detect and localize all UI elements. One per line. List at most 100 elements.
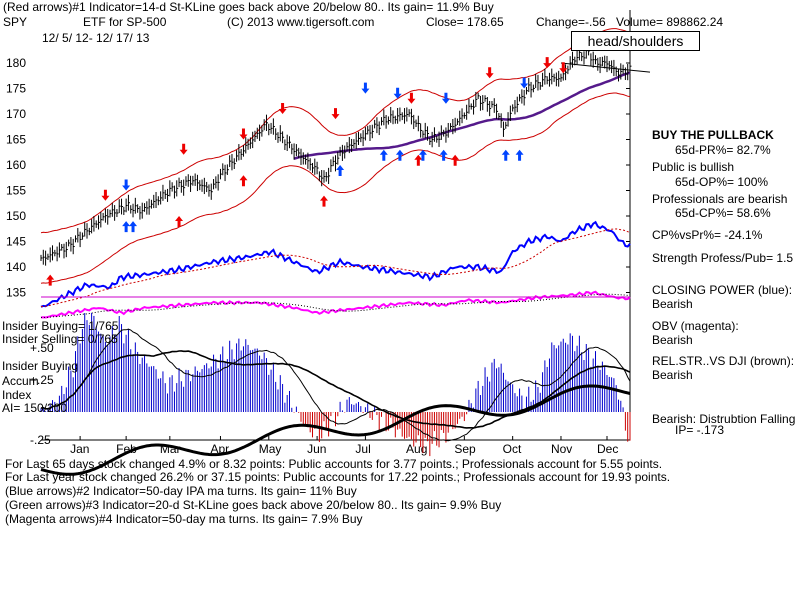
blue-buy-arrow-shape [501,149,510,161]
red-buy-arrow-shape [175,216,184,227]
insider-buying-label: Insider Buying= 1/765 [2,319,119,333]
red-sell-arrow-shape [101,189,110,201]
head-shoulders-annotation: head/shoulders [571,31,700,51]
ip-value-label: IP= -.173 [675,423,725,437]
red-sell-arrow [559,62,568,74]
cp-pct-label: 65d-CP%= 58.6% [675,206,771,220]
red-buy-arrow-shape [414,154,423,166]
red-arrows-indicator-text: (Red arrows)#1 Indicator=14-d St-KLine g… [3,0,494,14]
blue-sell-arrow [361,82,370,94]
ma50-line [293,71,631,160]
lower-band-line [40,92,631,284]
red-sell-arrow-shape [485,67,494,79]
insider-selling-label: Insider Selling= 0/765 [2,332,118,346]
bearish-distribution-label: Bearish: Distrubtion Falling [652,412,796,426]
x-tick-label: Sep [454,442,476,456]
closing-power-ma-line [40,228,631,308]
y-tick-label: 145 [6,235,26,249]
relstr-label: REL.STR..VS DJI (brown): [652,354,795,368]
close-label: Close= 178.65 [426,15,504,29]
closing-power-label: CLOSING POWER (blue): [652,283,793,297]
blue-sell-arrow [520,77,529,89]
red-sell-arrow-shape [543,57,552,69]
copyright-label: (C) 2013 www.tigersoft.com [227,15,375,29]
y-tick-label: 150 [6,209,26,223]
blue-buy-arrow-shape [395,149,404,161]
red-sell-arrow-shape [559,62,568,74]
plus25-label: +.25 [30,373,54,387]
red-buy-arrow-shape [451,154,460,166]
red-buy-arrow [46,274,55,286]
volume-label: Volume= 898862.24 [616,15,724,29]
relstr-value: Bearish [652,368,693,382]
blue-sell-arrow [393,87,402,99]
blue-sell-arrow [122,179,131,191]
x-tick-label: Jun [307,442,326,456]
blue-sell-arrow-shape [122,179,131,191]
x-tick-label: Feb [116,442,137,456]
blue-buy-arrow-shape [122,221,131,233]
upper-band-line [40,28,631,234]
footer-65day-text: For Last 65 days stock changed 4.9% or 8… [5,457,663,471]
closing-power-value: Bearish [652,297,693,311]
obv-ma-line [40,293,631,318]
red-sell-arrow-shape [407,92,416,104]
blue-buy-arrow [439,149,448,161]
red-buy-arrow [414,154,423,166]
strength-label: Strength Profess/Pub= 1.5 [652,251,794,265]
red-sell-arrow-shape [179,143,188,155]
red-buy-arrow-shape [239,175,248,187]
blue-sell-arrow-shape [441,92,450,104]
date-range-label: 12/ 5/ 12- 12/ 17/ 13 [42,31,150,45]
blue-buy-arrow-shape [418,149,427,161]
accum-ma-line [40,328,631,442]
y-tick-label: 140 [6,260,26,274]
blue-arrows-indicator-text: (Blue arrows)#2 Indicator=50-day IPA ma … [5,484,357,498]
y-tick-label: 160 [6,158,26,172]
blue-buy-arrow [379,149,388,161]
blue-sell-arrow-shape [393,87,402,99]
red-sell-arrow-shape [278,103,287,114]
blue-buy-arrow [395,149,404,161]
blue-buy-arrow-shape [439,149,448,161]
blue-buy-arrow [336,165,345,176]
x-tick-label: Nov [551,442,572,456]
red-buy-arrow-shape [319,195,328,207]
blue-sell-arrow-shape [520,77,529,89]
rel-strength-line [40,384,631,476]
blue-buy-arrow-shape [129,221,138,233]
blue-buy-arrow [501,149,510,161]
red-buy-arrow [175,216,184,227]
red-buy-arrow [451,154,460,166]
index-label: Index [2,388,32,402]
obv-value: Bearish [652,333,693,347]
red-sell-arrow-shape [331,108,340,120]
blue-buy-arrow [515,149,524,161]
x-tick-label: Jul [355,442,370,456]
buy-pullback-label: BUY THE PULLBACK [652,128,774,142]
red-buy-arrow [319,195,328,207]
red-sell-arrow [239,128,248,140]
y-tick-label: 170 [6,107,26,121]
red-sell-arrow [543,57,552,69]
y-tick-label: 165 [6,133,26,147]
change-label: Change=-.56 [536,15,606,29]
blue-buy-arrow-shape [336,165,345,176]
obv-line [40,290,631,319]
red-sell-arrow [485,67,494,79]
x-tick-label: May [259,442,282,456]
x-tick-label: Oct [503,442,522,456]
x-tick-label: Aug [406,442,427,456]
accum-ma50-line [40,350,631,429]
blue-sell-arrow-shape [361,82,370,94]
y-tick-label: 175 [6,82,26,96]
blue-sell-arrow [441,92,450,104]
ai-label: AI= 150/200 [2,401,68,415]
magenta-arrows-indicator-text: (Magenta arrows)#4 Indicator=50-day ma t… [5,512,363,526]
blue-buy-arrow [129,221,138,233]
red-buy-arrow-shape [46,274,55,286]
public-bullish-label: Public is bullish [652,160,735,174]
blue-buy-arrow-shape [379,149,388,161]
